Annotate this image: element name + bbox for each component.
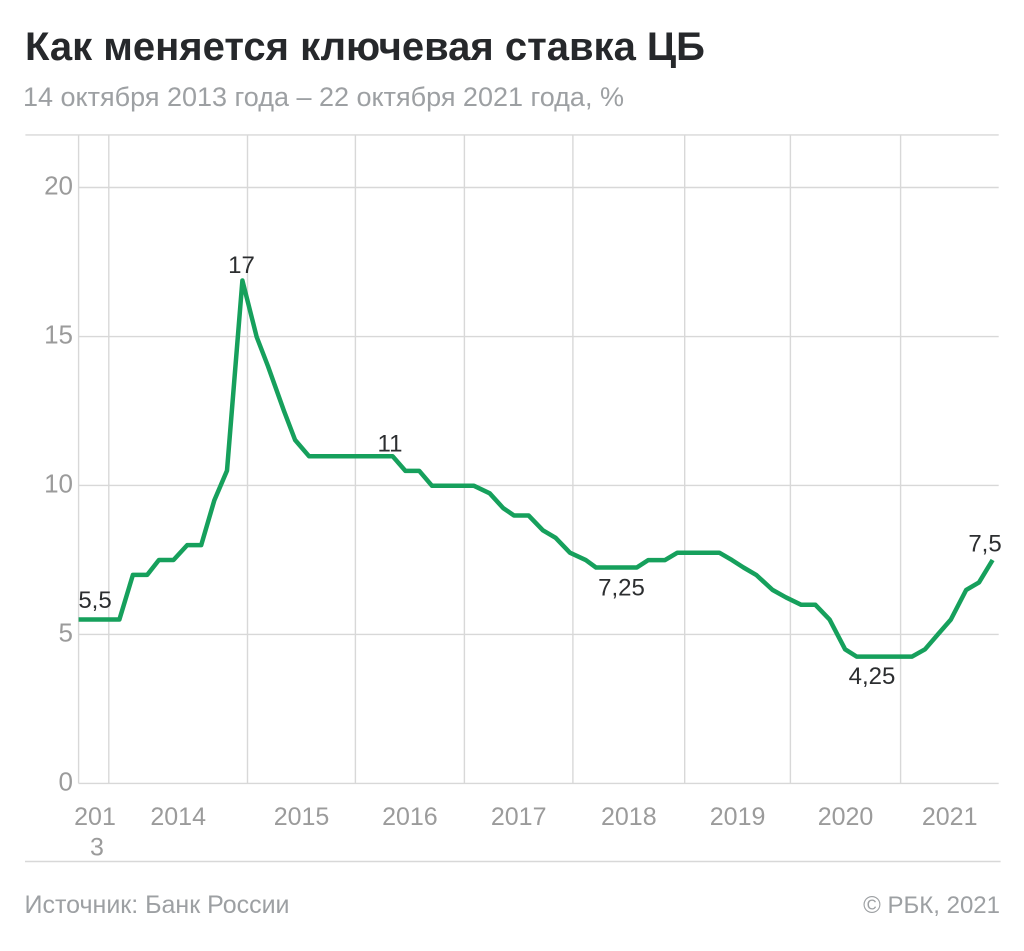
svg-text:2014: 2014 bbox=[150, 803, 206, 831]
svg-text:5: 5 bbox=[59, 617, 73, 647]
svg-text:20: 20 bbox=[44, 171, 73, 201]
svg-text:201: 201 bbox=[74, 803, 116, 831]
svg-text:2017: 2017 bbox=[491, 803, 547, 831]
svg-text:2020: 2020 bbox=[818, 803, 874, 831]
svg-text:14 октября 2013 года – 22 октя: 14 октября 2013 года – 22 октября 2021 г… bbox=[23, 82, 624, 112]
svg-text:5,5: 5,5 bbox=[78, 587, 111, 614]
svg-text:2019: 2019 bbox=[710, 803, 766, 831]
svg-text:7,5: 7,5 bbox=[968, 530, 1001, 557]
svg-text:17: 17 bbox=[228, 252, 255, 279]
svg-text:Источник: Банк России: Источник: Банк России bbox=[25, 891, 290, 919]
svg-text:0: 0 bbox=[59, 766, 73, 796]
svg-text:15: 15 bbox=[44, 320, 73, 350]
svg-text:4,25: 4,25 bbox=[849, 663, 896, 690]
svg-text:2015: 2015 bbox=[274, 803, 330, 831]
svg-text:2021: 2021 bbox=[922, 803, 978, 831]
svg-text:2018: 2018 bbox=[601, 803, 657, 831]
svg-text:Как меняется ключевая ставка Ц: Как меняется ключевая ставка ЦБ bbox=[25, 25, 705, 69]
svg-text:11: 11 bbox=[378, 431, 403, 458]
svg-text:© РБК, 2021: © РБК, 2021 bbox=[863, 892, 1000, 919]
svg-text:7,25: 7,25 bbox=[598, 575, 645, 602]
svg-text:10: 10 bbox=[44, 468, 73, 498]
svg-text:2016: 2016 bbox=[382, 803, 438, 831]
svg-text:3: 3 bbox=[90, 833, 104, 861]
